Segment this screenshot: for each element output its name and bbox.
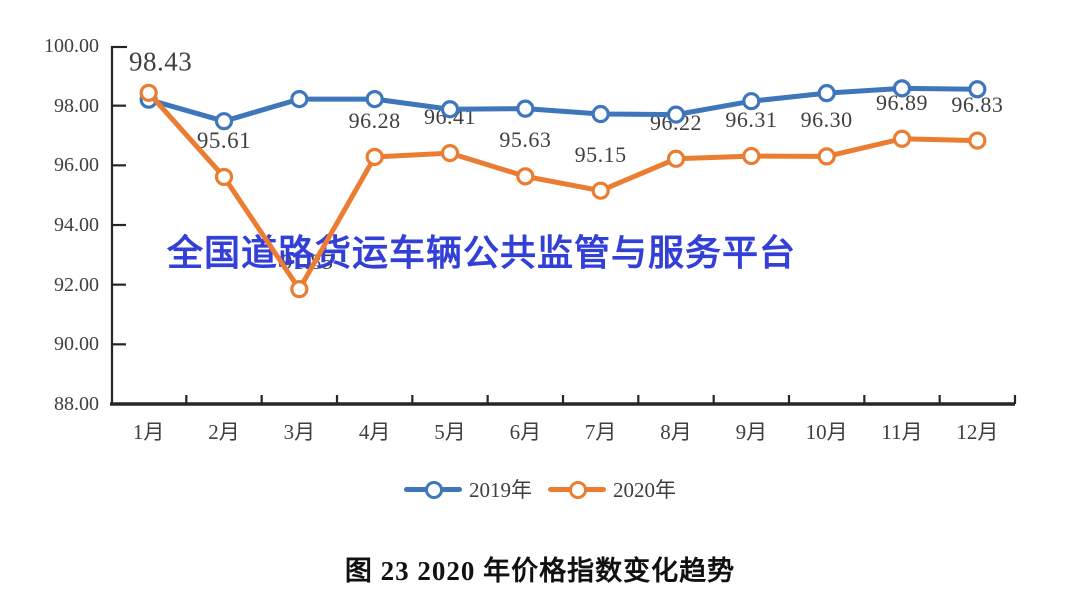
line-marker-2020-icon xyxy=(548,480,606,499)
x-axis-label: 4月 xyxy=(358,420,391,444)
x-axis-label: 5月 xyxy=(434,420,466,444)
y-axis-label: 90.00 xyxy=(54,333,99,356)
legend-item-2019: 2019年 xyxy=(404,474,532,504)
legend-label-2019: 2019年 xyxy=(469,478,532,502)
y-axis-label: 98.00 xyxy=(54,94,99,117)
y-axis-label: 96.00 xyxy=(54,154,99,177)
y-axis-label: 88.00 xyxy=(54,393,99,415)
y-axis-label: 94.00 xyxy=(54,214,99,236)
data-label: 96.83 xyxy=(951,91,1004,117)
y-axis-label: 92.00 xyxy=(54,273,99,296)
x-axis-label: 12月 xyxy=(956,420,999,444)
watermark: 全国道路货运车辆公共监管与服务平台 xyxy=(167,232,797,273)
x-axis-label: 1月 xyxy=(132,420,165,444)
x-axis-label: 10月 xyxy=(805,420,848,444)
x-axis-label: 11月 xyxy=(881,420,923,444)
x-axis-label: 9月 xyxy=(735,420,768,444)
data-label: 96.28 xyxy=(348,107,401,133)
legend-item-2020: 2020年 xyxy=(548,474,676,504)
x-axis-label: 2月 xyxy=(208,420,240,444)
legend: 2019年 2020年 xyxy=(0,474,1080,504)
legend-circle-2019 xyxy=(425,480,443,499)
data-label: 98.43 xyxy=(129,46,193,77)
data-label: 96.30 xyxy=(800,107,853,133)
x-axis-label: 7月 xyxy=(584,420,617,444)
figure-caption: 图 23 2020 年价格指数变化趋势 xyxy=(344,556,736,586)
data-label: 95.61 xyxy=(196,127,252,153)
x-axis-label: 8月 xyxy=(660,420,692,444)
x-axis-label: 3月 xyxy=(283,420,316,444)
x-axis-label: 6月 xyxy=(509,420,542,444)
line-marker-2019-icon xyxy=(404,480,462,499)
data-label: 96.89 xyxy=(876,89,928,115)
legend-label-2020: 2020年 xyxy=(613,478,676,502)
data-label: 96.22 xyxy=(650,109,702,135)
data-label: 95.63 xyxy=(499,127,552,153)
legend-circle-2020 xyxy=(569,480,587,499)
data-label: 96.41 xyxy=(424,104,476,130)
y-axis-label: 100.00 xyxy=(44,35,99,57)
data-label: 95.15 xyxy=(574,141,627,167)
data-label: 96.31 xyxy=(725,107,778,133)
